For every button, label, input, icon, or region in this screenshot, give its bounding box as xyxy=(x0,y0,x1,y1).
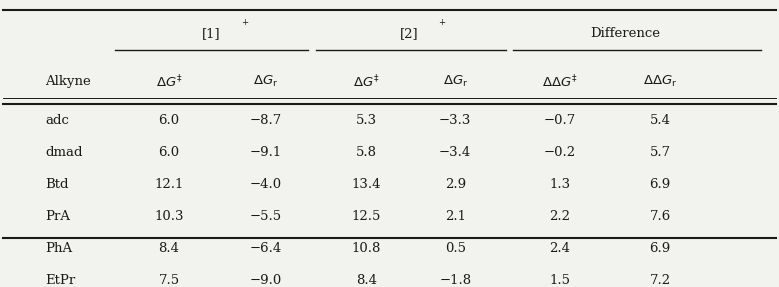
Text: 2.4: 2.4 xyxy=(549,242,570,255)
Text: 10.8: 10.8 xyxy=(351,242,381,255)
Text: −8.7: −8.7 xyxy=(249,114,282,127)
Text: $\Delta\Delta G^{\ddagger}$: $\Delta\Delta G^{\ddagger}$ xyxy=(542,73,577,90)
Text: 6.0: 6.0 xyxy=(158,146,180,159)
Text: dmad: dmad xyxy=(45,146,83,159)
Text: $\Delta G^{\ddagger}$: $\Delta G^{\ddagger}$ xyxy=(156,73,182,90)
Text: 5.7: 5.7 xyxy=(650,146,671,159)
Text: 5.8: 5.8 xyxy=(356,146,377,159)
Text: +: + xyxy=(439,18,446,27)
Text: 8.4: 8.4 xyxy=(356,274,377,287)
Text: 0.5: 0.5 xyxy=(445,242,466,255)
Text: Alkyne: Alkyne xyxy=(45,75,91,88)
Text: +: + xyxy=(241,18,249,27)
Text: 10.3: 10.3 xyxy=(154,210,184,223)
Text: 6.0: 6.0 xyxy=(158,114,180,127)
Text: [1]: [1] xyxy=(203,28,221,40)
Text: −0.7: −0.7 xyxy=(544,114,576,127)
Text: EtPr: EtPr xyxy=(45,274,76,287)
Text: 1.3: 1.3 xyxy=(549,178,570,191)
Text: 7.5: 7.5 xyxy=(158,274,180,287)
Text: −5.5: −5.5 xyxy=(250,210,282,223)
Text: $\Delta G^{\ddagger}$: $\Delta G^{\ddagger}$ xyxy=(353,73,379,90)
Text: [2]: [2] xyxy=(400,28,418,40)
Text: −3.4: −3.4 xyxy=(439,146,471,159)
Text: 6.9: 6.9 xyxy=(650,242,671,255)
Text: 2.2: 2.2 xyxy=(549,210,570,223)
Text: 5.4: 5.4 xyxy=(650,114,671,127)
Text: −0.2: −0.2 xyxy=(544,146,576,159)
Text: −6.4: −6.4 xyxy=(249,242,282,255)
Text: 5.3: 5.3 xyxy=(356,114,377,127)
Text: $\Delta G_{\mathrm{r}}$: $\Delta G_{\mathrm{r}}$ xyxy=(442,74,468,89)
Text: 7.6: 7.6 xyxy=(650,210,671,223)
Text: 2.9: 2.9 xyxy=(445,178,466,191)
Text: 2.1: 2.1 xyxy=(445,210,466,223)
Text: −3.3: −3.3 xyxy=(439,114,471,127)
Text: Difference: Difference xyxy=(590,28,661,40)
Text: 1.5: 1.5 xyxy=(549,274,570,287)
Text: PhA: PhA xyxy=(45,242,72,255)
Text: Btd: Btd xyxy=(45,178,69,191)
Text: −1.8: −1.8 xyxy=(439,274,471,287)
Text: 6.9: 6.9 xyxy=(650,178,671,191)
Text: −9.1: −9.1 xyxy=(249,146,282,159)
Text: −9.0: −9.0 xyxy=(249,274,282,287)
Text: 13.4: 13.4 xyxy=(351,178,381,191)
Text: −4.0: −4.0 xyxy=(250,178,282,191)
Text: PrA: PrA xyxy=(45,210,70,223)
Text: $\Delta G_{\mathrm{r}}$: $\Delta G_{\mathrm{r}}$ xyxy=(253,74,278,89)
Text: 8.4: 8.4 xyxy=(159,242,180,255)
Text: 12.1: 12.1 xyxy=(154,178,184,191)
Text: adc: adc xyxy=(45,114,69,127)
Text: 12.5: 12.5 xyxy=(351,210,381,223)
Text: 7.2: 7.2 xyxy=(650,274,671,287)
Text: $\Delta\Delta G_{\mathrm{r}}$: $\Delta\Delta G_{\mathrm{r}}$ xyxy=(643,74,678,89)
